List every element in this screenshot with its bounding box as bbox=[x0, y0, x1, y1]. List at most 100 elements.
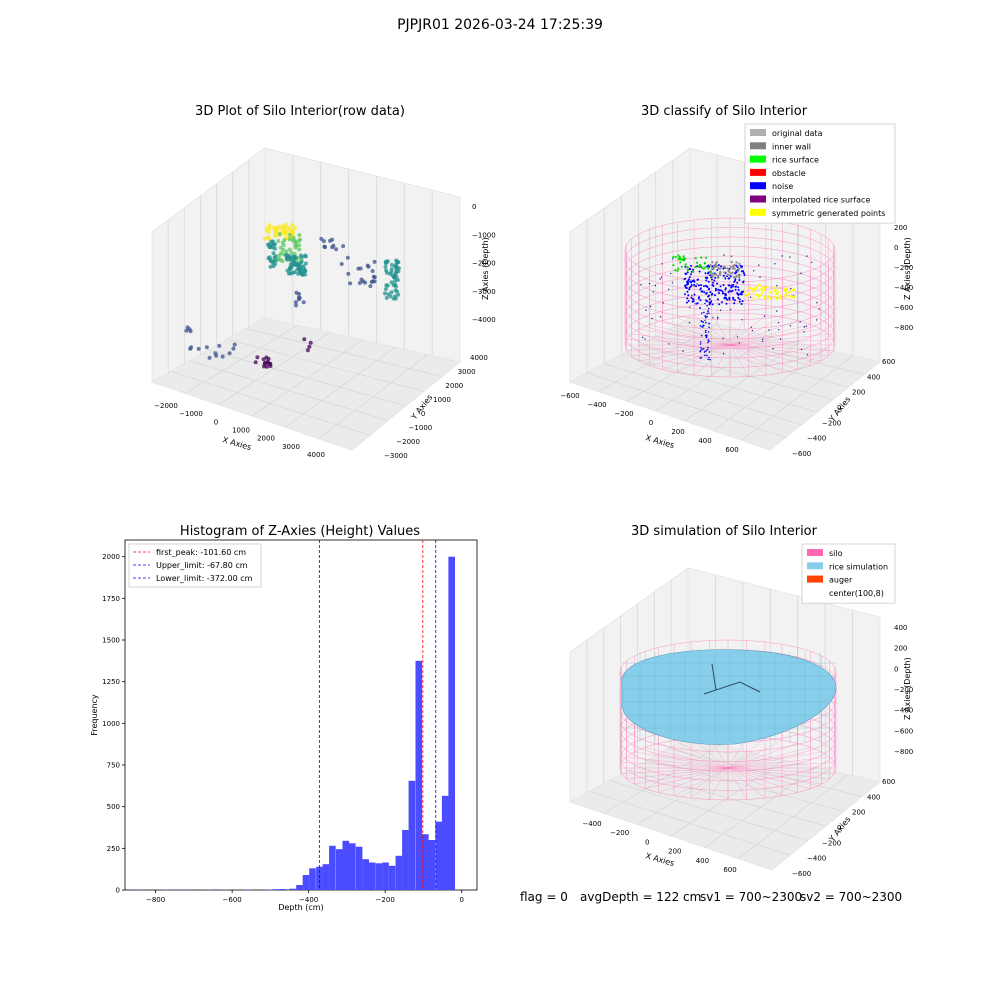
plot4-silo-base-spoke-15 bbox=[634, 767, 729, 785]
plot2-point-55 bbox=[661, 263, 663, 265]
plot2-point-229 bbox=[684, 284, 686, 287]
figure-title: PJPJR01 2026-03-24 17:25:39 bbox=[397, 17, 603, 33]
plot2-point-275 bbox=[714, 276, 717, 279]
plot2-point-222 bbox=[708, 303, 711, 306]
plot2-point-81 bbox=[716, 298, 719, 301]
plot3-bar-22 bbox=[368, 862, 376, 890]
plot2-point-177 bbox=[716, 269, 719, 271]
plot2-point-497 bbox=[768, 297, 772, 300]
plot2-point-321 bbox=[707, 310, 709, 312]
plot2-point-58 bbox=[704, 319, 706, 322]
plot2-point-339 bbox=[705, 316, 707, 319]
plot4-z-tick-5: −600 bbox=[894, 727, 913, 735]
plot2-point-134 bbox=[690, 264, 693, 267]
plot2-point-133 bbox=[695, 285, 698, 288]
plot2-point-11 bbox=[712, 317, 714, 319]
plot2-point-480 bbox=[743, 290, 747, 294]
plot2-point-368 bbox=[730, 260, 733, 264]
plot2-point-404 bbox=[716, 276, 720, 279]
plot2-point-276 bbox=[691, 280, 694, 282]
plot2-point-442 bbox=[698, 265, 701, 268]
plot2-point-389 bbox=[718, 273, 721, 276]
plot2-silo-base-spoke-3 bbox=[729, 344, 821, 362]
plot2-point-2 bbox=[749, 296, 752, 298]
plot3-bar-7 bbox=[265, 889, 273, 890]
plot1-y-tick-7: 4000 bbox=[470, 354, 488, 362]
plot1-point-223 bbox=[394, 270, 399, 275]
plot2-point-270 bbox=[731, 285, 734, 288]
plot2-point-283 bbox=[710, 300, 713, 303]
plot2-point-21 bbox=[811, 261, 813, 263]
plot2-point-458 bbox=[761, 291, 764, 294]
plot2-point-281 bbox=[716, 282, 719, 285]
plot2-point-135 bbox=[730, 286, 733, 289]
plot2-point-306 bbox=[705, 321, 707, 324]
plot2-z-tick-4: −600 bbox=[894, 304, 913, 312]
plot2-point-465 bbox=[766, 286, 769, 289]
plot2-point-395 bbox=[738, 274, 741, 277]
plot2-point-109 bbox=[698, 270, 701, 273]
plot4-legend-label-2: auger bbox=[829, 576, 853, 585]
plot2-point-31 bbox=[753, 270, 755, 272]
plot2-point-327 bbox=[703, 311, 705, 314]
plot2-point-68 bbox=[772, 348, 774, 350]
plot3-bar-17 bbox=[336, 849, 343, 890]
plot2-point-505 bbox=[752, 288, 756, 291]
plot1-point-253 bbox=[319, 236, 324, 241]
plot2-point-93 bbox=[692, 268, 695, 271]
plot2-x-tick-2: −200 bbox=[614, 410, 633, 418]
plot1-point-291 bbox=[308, 340, 313, 345]
plot1-point-295 bbox=[187, 327, 192, 332]
plot2-point-255 bbox=[735, 271, 738, 274]
plot2-point-199 bbox=[728, 277, 731, 280]
plot2-point-266 bbox=[711, 284, 714, 286]
plot2-point-106 bbox=[727, 291, 730, 294]
plot4-legend-label-0: silo bbox=[829, 549, 843, 558]
plot2-point-8 bbox=[800, 348, 803, 351]
plot1-point-144 bbox=[288, 257, 293, 262]
plot2-point-251 bbox=[687, 279, 690, 282]
plot1-x-tick-1: −1000 bbox=[179, 410, 203, 418]
plot2-point-236 bbox=[725, 297, 728, 300]
plot2-point-386 bbox=[732, 276, 736, 279]
plot1-point-217 bbox=[394, 258, 399, 263]
plot3-xtick-0: −800 bbox=[146, 896, 165, 904]
plot2-point-325 bbox=[700, 357, 703, 359]
plot2-point-47 bbox=[651, 317, 653, 320]
plot2-point-65 bbox=[738, 342, 740, 344]
plot2-point-362 bbox=[731, 267, 735, 270]
plot3-ytick-7: 1750 bbox=[102, 595, 120, 603]
plot1-point-272 bbox=[231, 346, 236, 351]
plot1-point-249 bbox=[341, 244, 346, 249]
plot2-point-323 bbox=[704, 354, 706, 357]
plot2-point-77 bbox=[776, 310, 778, 312]
plot2-silo-base-spoke-12 bbox=[677, 344, 731, 373]
plot2-silo-base-spoke-24 bbox=[677, 317, 731, 346]
plot1-point-277 bbox=[253, 360, 258, 365]
plot2-point-242 bbox=[708, 301, 711, 304]
plot2-point-434 bbox=[694, 265, 697, 268]
plot4-silo-base-spoke-32 bbox=[727, 747, 811, 769]
plot2-point-249 bbox=[718, 292, 720, 294]
plot2-point-38 bbox=[719, 309, 722, 311]
plot2-point-146 bbox=[737, 296, 740, 299]
plot2-point-254 bbox=[740, 303, 743, 305]
plot2-point-20 bbox=[803, 331, 805, 333]
plot2-silo-base-spoke-1 bbox=[729, 344, 834, 351]
plot3-bar-24 bbox=[382, 862, 389, 890]
plot2-point-71 bbox=[741, 319, 743, 321]
plot1-point-47 bbox=[267, 236, 272, 241]
plot2-point-414 bbox=[686, 266, 689, 269]
plot2-legend-swatch-1 bbox=[750, 142, 766, 150]
plot2-point-355 bbox=[708, 322, 711, 325]
plot1-point-271 bbox=[227, 351, 232, 356]
plot2-point-5 bbox=[717, 317, 719, 320]
plot2-point-507 bbox=[774, 295, 777, 298]
plot2-y-tick-5: 400 bbox=[867, 373, 880, 381]
plot4-y-tick-6: 600 bbox=[882, 778, 895, 786]
plot4-x-tick-5: 600 bbox=[723, 866, 736, 874]
plot2-silo-base-spoke-10 bbox=[711, 344, 731, 377]
plot2-point-240 bbox=[726, 298, 729, 301]
plot2-point-429 bbox=[679, 261, 682, 264]
